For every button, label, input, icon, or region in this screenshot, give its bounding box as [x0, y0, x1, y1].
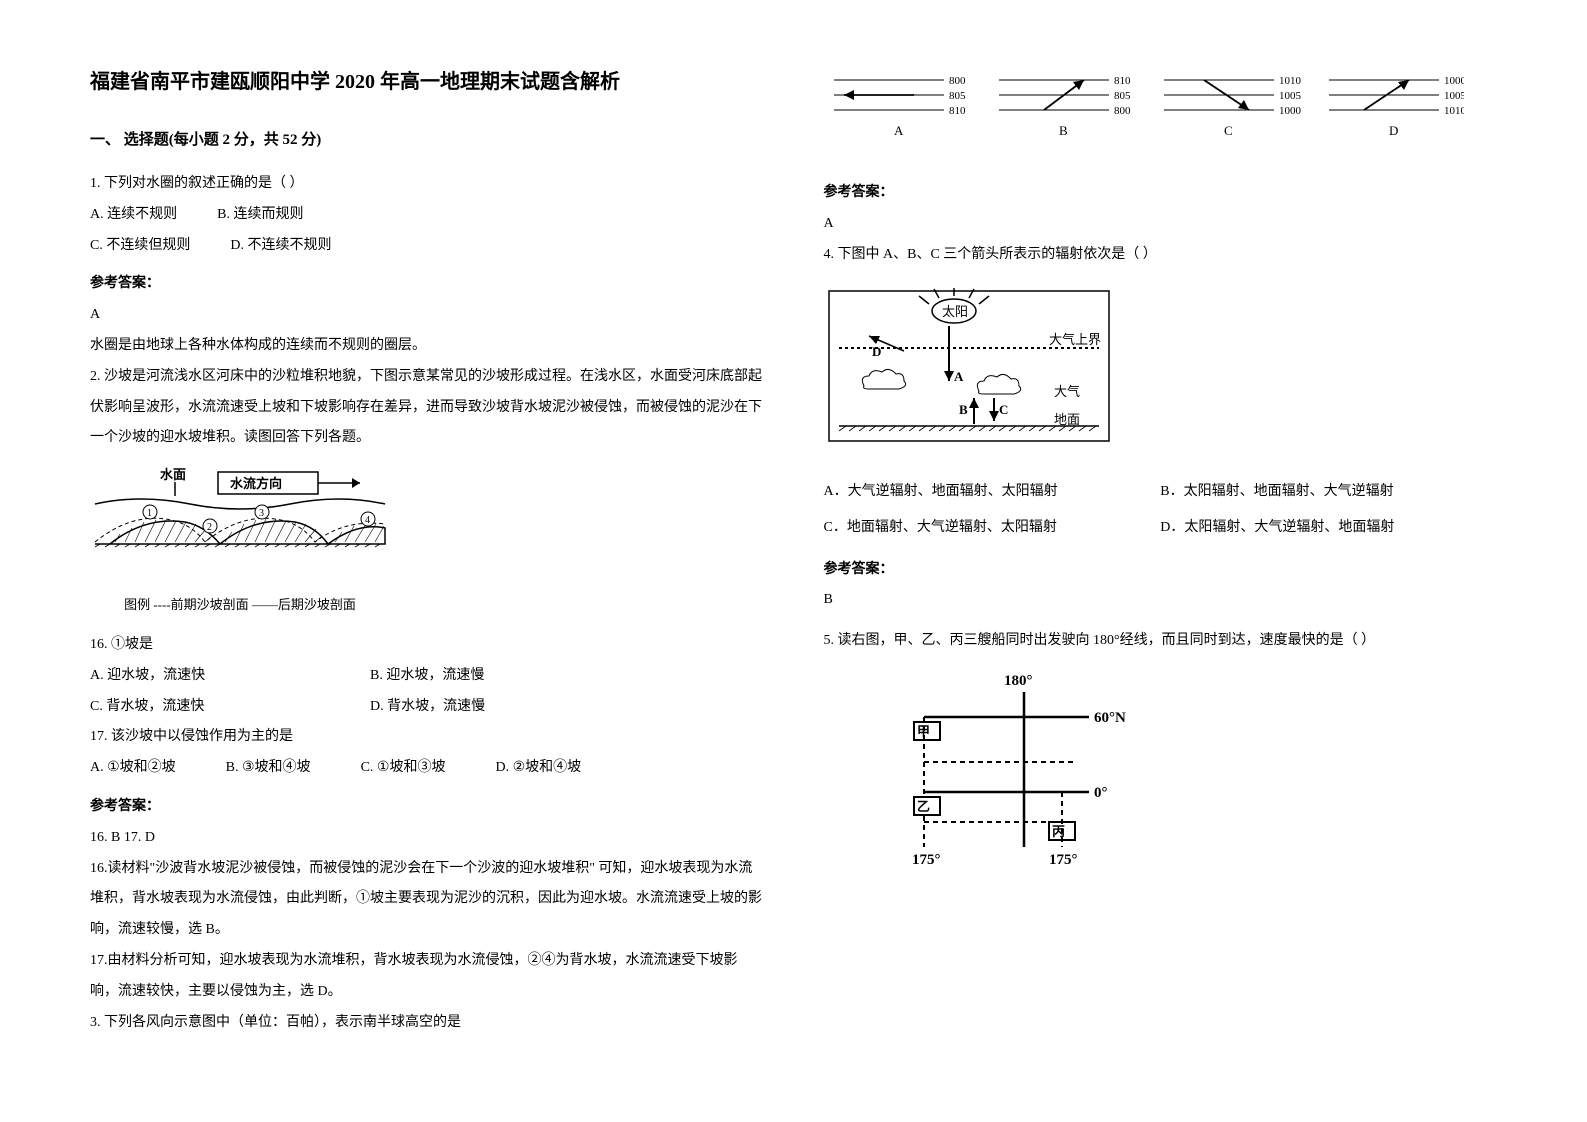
q4-optC: C．地面辐射、大气逆辐射、太阳辐射 — [824, 510, 1161, 546]
q2-sub17: 17. 该沙坡中以侵蚀作用为主的是 — [90, 722, 764, 753]
svg-text:丙: 丙 — [1052, 824, 1065, 839]
svg-text:乙: 乙 — [917, 799, 930, 814]
svg-text:1: 1 — [147, 508, 152, 519]
q4-optA: A．大气逆辐射、地面辐射、太阳辐射 — [824, 474, 1161, 510]
svg-text:1010: 1010 — [1444, 105, 1464, 117]
svg-text:1000: 1000 — [1444, 75, 1464, 87]
q3-answer: A — [824, 209, 1498, 240]
q2-s16-row1: A. 迎水坡，流速快 B. 迎水坡，流速慢 — [90, 661, 764, 692]
q1-answer: A — [90, 300, 764, 331]
svg-text:B: B — [1059, 123, 1068, 138]
q4-svg: 太阳 大气上界 地面 大气 D — [824, 286, 1144, 446]
svg-text:D: D — [872, 344, 881, 359]
q2-s16B: B. 迎水坡，流速慢 — [370, 661, 484, 692]
q1-optC: C. 不连续但规则 — [90, 231, 190, 262]
svg-text:3: 3 — [259, 508, 264, 519]
svg-text:1005: 1005 — [1444, 90, 1464, 102]
left-column: 福建省南平市建瓯顺阳中学 2020 年高一地理期末试题含解析 一、 选择题(每小… — [90, 60, 764, 1038]
q5-stem: 5. 读右图，甲、乙、丙三艘船同时出发驶向 180°经线，而且同时到达，速度最快… — [824, 626, 1498, 657]
q2-s16C: C. 背水坡，流速快 — [90, 692, 330, 723]
svg-text:175°: 175° — [912, 852, 941, 867]
q1-stem: 1. 下列对水圈的叙述正确的是（ ） — [90, 169, 764, 200]
q5-svg: 180° 60°N 甲 0° 乙 — [904, 667, 1164, 867]
q2-s16D: D. 背水坡，流速慢 — [370, 692, 485, 723]
q1-optD: D. 不连续不规则 — [230, 231, 331, 262]
q2-s17D: D. ②坡和④坡 — [495, 753, 581, 784]
q2-svg: 水面 水流方向 — [90, 464, 390, 574]
page-title: 福建省南平市建瓯顺阳中学 2020 年高一地理期末试题含解析 — [90, 60, 764, 104]
q2-stem: 2. 沙坡是河流浅水区河床中的沙粒堆积地貌，下图示意某常见的沙坡形成过程。在浅水… — [90, 362, 764, 454]
q1-optA: A. 连续不规则 — [90, 200, 177, 231]
svg-text:1010: 1010 — [1279, 75, 1302, 87]
svg-text:C: C — [1224, 123, 1233, 138]
q1-options-row2: C. 不连续但规则 D. 不连续不规则 — [90, 231, 764, 262]
q1-optB: B. 连续而规则 — [217, 200, 303, 231]
svg-text:大气: 大气 — [1054, 384, 1080, 399]
q1-explanation: 水圈是由地球上各种水体构成的连续而不规则的圈层。 — [90, 331, 764, 362]
q4-answer: B — [824, 585, 1498, 616]
svg-text:A: A — [954, 369, 964, 384]
fig-water: 水面 — [160, 467, 186, 482]
svg-text:800: 800 — [1114, 105, 1131, 117]
q2-answer-line: 16. B 17. D — [90, 823, 764, 854]
svg-text:太阳: 太阳 — [942, 304, 968, 319]
section-header: 一、 选择题(每小题 2 分，共 52 分) — [90, 124, 764, 157]
svg-text:D: D — [1389, 123, 1398, 138]
q4-optD: D．太阳辐射、大气逆辐射、地面辐射 — [1160, 510, 1497, 546]
q5-figure: 180° 60°N 甲 0° 乙 — [904, 667, 1498, 880]
svg-text:2: 2 — [207, 522, 212, 533]
fig-flow: 水流方向 — [230, 476, 282, 491]
q3-svg: 800 805 810 A 810 805 800 B 1010 1 — [824, 70, 1464, 155]
q2-s16-row2: C. 背水坡，流速快 D. 背水坡，流速慢 — [90, 692, 764, 723]
q4-answer-header: 参考答案： — [824, 555, 1498, 586]
right-column: 800 805 810 A 810 805 800 B 1010 1 — [824, 60, 1498, 1038]
svg-text:810: 810 — [949, 105, 966, 117]
svg-text:地面: 地面 — [1054, 412, 1080, 427]
svg-text:1005: 1005 — [1279, 90, 1302, 102]
q4-optB: B．太阳辐射、地面辐射、大气逆辐射 — [1160, 474, 1497, 510]
q1-answer-header: 参考答案： — [90, 269, 764, 300]
q2-exp17: 17.由材料分析可知，迎水坡表现为水流堆积，背水坡表现为水流侵蚀，②④为背水坡，… — [90, 946, 764, 1008]
svg-text:180°: 180° — [1004, 673, 1033, 689]
q3-answer-header: 参考答案： — [824, 178, 1498, 209]
svg-text:A: A — [894, 123, 904, 138]
q2-figure: 水面 水流方向 — [90, 464, 764, 620]
q2-s17C: C. ①坡和③坡 — [361, 753, 446, 784]
q3-stem: 3. 下列各风向示意图中（单位：百帕），表示南半球高空的是 — [90, 1008, 764, 1039]
svg-text:B: B — [959, 402, 968, 417]
svg-text:810: 810 — [1114, 75, 1131, 87]
q2-exp16: 16.读材料"沙波背水坡泥沙被侵蚀，而被侵蚀的泥沙会在下一个沙波的迎水坡堆积" … — [90, 854, 764, 946]
q2-answer-header: 参考答案： — [90, 792, 764, 823]
q2-s17A: A. ①坡和②坡 — [90, 753, 176, 784]
svg-text:大气上界: 大气上界 — [1049, 332, 1101, 347]
svg-text:0°: 0° — [1094, 785, 1108, 801]
svg-text:800: 800 — [949, 75, 966, 87]
q4-stem: 4. 下图中 A、B、C 三个箭头所表示的辐射依次是（ ） — [824, 240, 1498, 271]
svg-text:4: 4 — [365, 515, 370, 526]
q2-s17B: B. ③坡和④坡 — [226, 753, 311, 784]
svg-text:60°N: 60°N — [1094, 710, 1126, 726]
q4-options: A．大气逆辐射、地面辐射、太阳辐射 B．太阳辐射、地面辐射、大气逆辐射 C．地面… — [824, 474, 1498, 547]
q1-options-row1: A. 连续不规则 B. 连续而规则 — [90, 200, 764, 231]
svg-text:C: C — [999, 402, 1008, 417]
q2-s16A: A. 迎水坡，流速快 — [90, 661, 330, 692]
svg-text:175°: 175° — [1049, 852, 1078, 867]
q2-sub16: 16. ①坡是 — [90, 630, 764, 661]
q2-s17-row: A. ①坡和②坡 B. ③坡和④坡 C. ①坡和③坡 D. ②坡和④坡 — [90, 753, 764, 784]
q4-figure: 太阳 大气上界 地面 大气 D — [824, 286, 1498, 459]
svg-text:805: 805 — [1114, 90, 1131, 102]
svg-text:1000: 1000 — [1279, 105, 1302, 117]
q3-figure: 800 805 810 A 810 805 800 B 1010 1 — [824, 70, 1498, 168]
svg-text:805: 805 — [949, 90, 966, 102]
q2-legend: 图例 ----前期沙坡剖面 ——后期沙坡剖面 — [90, 591, 390, 620]
